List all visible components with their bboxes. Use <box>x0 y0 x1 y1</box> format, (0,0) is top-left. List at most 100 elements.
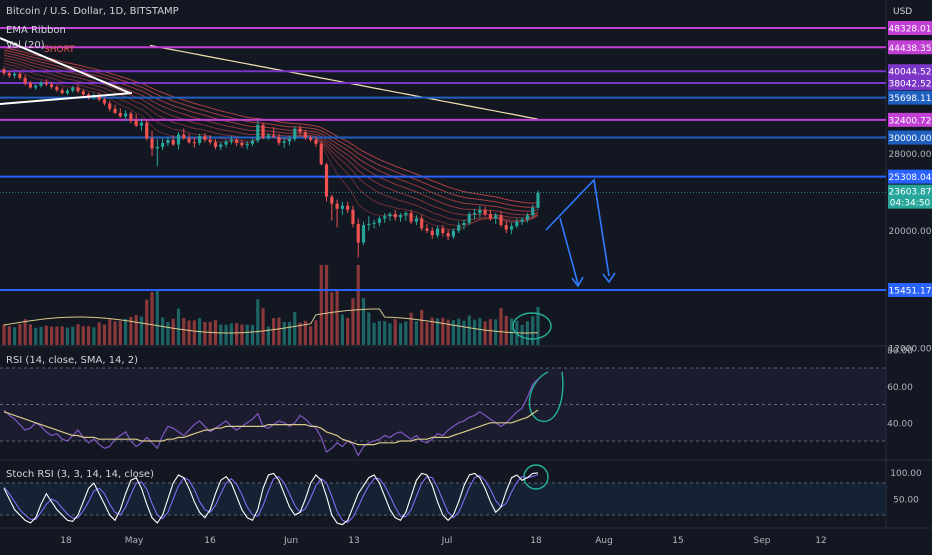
candle-body[interactable] <box>372 222 376 224</box>
candle-body[interactable] <box>12 73 17 76</box>
candle-body[interactable] <box>282 141 286 143</box>
candle-body[interactable] <box>499 215 503 226</box>
candle-body[interactable] <box>531 207 535 216</box>
candle-body[interactable] <box>18 73 22 78</box>
volume-label[interactable]: Vol (20) <box>6 40 45 51</box>
candle-body[interactable] <box>388 214 392 217</box>
candle-body[interactable] <box>277 136 281 143</box>
candle-body[interactable] <box>383 216 387 219</box>
candle-body[interactable] <box>488 214 493 219</box>
candle-body[interactable] <box>272 135 276 137</box>
rsi-pane[interactable]: RSI (14, close, SMA, 14, 2) <box>3 355 539 457</box>
candle-body[interactable] <box>113 108 117 113</box>
candle-body[interactable] <box>155 146 159 149</box>
candle-body[interactable] <box>467 214 471 223</box>
candle-body[interactable] <box>287 139 292 142</box>
candle-body[interactable] <box>515 221 519 227</box>
candle-body[interactable] <box>414 218 418 222</box>
ema-ribbon-label[interactable]: EMA Ribbon <box>6 25 66 36</box>
candle-body[interactable] <box>420 218 424 229</box>
projection-down-arrow[interactable] <box>559 217 579 285</box>
candle-body[interactable] <box>361 225 366 243</box>
candle-body[interactable] <box>483 209 487 215</box>
candle-body[interactable] <box>198 136 202 143</box>
candle-body[interactable] <box>235 139 239 143</box>
candle-body[interactable] <box>76 87 80 92</box>
candle-body[interactable] <box>71 87 75 91</box>
candle-body[interactable] <box>462 222 466 226</box>
candle-body[interactable] <box>39 82 43 86</box>
candles-layer[interactable] <box>2 67 540 258</box>
candle-body[interactable] <box>44 82 48 85</box>
candle-body[interactable] <box>23 77 27 84</box>
candle-body[interactable] <box>330 196 334 204</box>
candle-body[interactable] <box>229 139 233 142</box>
candle-body[interactable] <box>324 164 329 197</box>
candle-body[interactable] <box>398 215 403 218</box>
candle-body[interactable] <box>404 213 408 216</box>
candle-body[interactable] <box>108 103 112 109</box>
candle-body[interactable] <box>298 128 302 133</box>
candle-body[interactable] <box>504 225 508 230</box>
candle-body[interactable] <box>203 136 207 140</box>
drawings-layer[interactable] <box>0 37 616 490</box>
candle-body[interactable] <box>309 137 313 140</box>
candle-body[interactable] <box>171 139 175 145</box>
candle-body[interactable] <box>314 139 318 144</box>
candle-body[interactable] <box>441 228 445 234</box>
candle-body[interactable] <box>134 120 138 126</box>
projection-path[interactable] <box>545 178 610 277</box>
candle-body[interactable] <box>245 143 249 146</box>
rsi-highlight-circle[interactable] <box>528 371 564 423</box>
candle-body[interactable] <box>102 99 107 104</box>
candle-body[interactable] <box>435 228 440 236</box>
candle-body[interactable] <box>118 112 122 117</box>
candle-body[interactable] <box>346 205 350 210</box>
candle-body[interactable] <box>161 142 165 147</box>
candle-body[interactable] <box>472 213 477 215</box>
candle-body[interactable] <box>65 90 70 94</box>
candle-body[interactable] <box>129 113 133 121</box>
stoch-rsi-pane[interactable]: Stoch RSI (3, 3, 14, 14, close) <box>3 469 539 526</box>
candle-body[interactable] <box>7 73 11 76</box>
trend-line-lower[interactable] <box>0 92 133 105</box>
candle-body[interactable] <box>34 85 38 88</box>
candle-body[interactable] <box>536 192 540 208</box>
candle-body[interactable] <box>187 138 191 143</box>
candle-body[interactable] <box>520 219 524 222</box>
candle-body[interactable] <box>81 91 85 95</box>
candle-body[interactable] <box>124 113 128 117</box>
candle-body[interactable] <box>250 140 255 144</box>
candle-body[interactable] <box>494 215 498 219</box>
candle-body[interactable] <box>55 86 59 90</box>
candle-body[interactable] <box>293 128 297 140</box>
candle-body[interactable] <box>145 122 149 139</box>
candle-body[interactable] <box>60 89 64 94</box>
candle-body[interactable] <box>266 135 270 138</box>
candle-body[interactable] <box>150 138 154 149</box>
candle-body[interactable] <box>261 124 265 138</box>
candle-body[interactable] <box>335 203 339 209</box>
candle-body[interactable] <box>224 141 228 145</box>
candle-body[interactable] <box>166 139 170 143</box>
candle-body[interactable] <box>340 205 344 209</box>
candle-body[interactable] <box>377 218 381 223</box>
candle-body[interactable] <box>351 209 355 224</box>
stoch-rsi-label[interactable]: Stoch RSI (3, 3, 14, 14, close) <box>6 469 154 480</box>
candle-body[interactable] <box>509 226 514 230</box>
candle-body[interactable] <box>256 124 260 141</box>
candle-body[interactable] <box>425 228 429 231</box>
candle-body[interactable] <box>182 134 186 139</box>
candle-body[interactable] <box>367 223 371 226</box>
candle-body[interactable] <box>192 142 196 144</box>
candle-body[interactable] <box>430 230 434 236</box>
stoch-k-line[interactable] <box>3 472 539 526</box>
rsi-label[interactable]: RSI (14, close, SMA, 14, 2) <box>6 355 138 366</box>
candle-body[interactable] <box>139 122 144 126</box>
candle-body[interactable] <box>319 143 323 165</box>
candle-body[interactable] <box>2 69 6 74</box>
candle-body[interactable] <box>356 223 360 243</box>
